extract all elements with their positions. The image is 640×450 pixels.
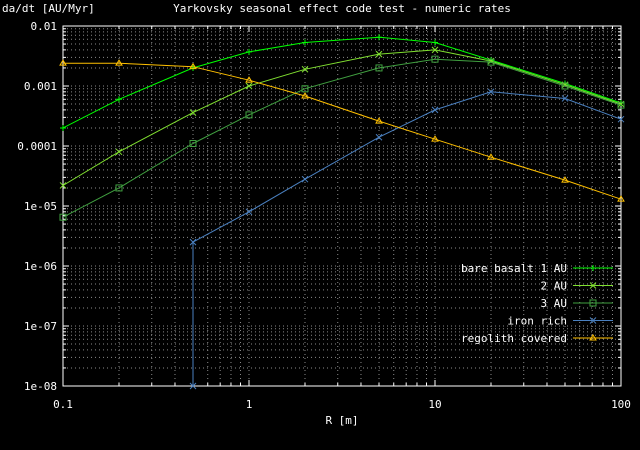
y-tick-label: 0.01 [31, 20, 58, 33]
y-axis-label: da/dt [AU/Myr] [2, 2, 95, 15]
data-point [589, 317, 597, 324]
series-line [62, 58, 622, 218]
data-point [589, 282, 597, 289]
x-tick-label: 1 [246, 398, 253, 411]
data-point [561, 176, 569, 183]
data-point [189, 109, 197, 116]
y-tick-label: 0.001 [24, 80, 57, 93]
y-tick-label: 1e-05 [24, 200, 57, 213]
data-point [115, 148, 123, 156]
data-point [245, 76, 253, 83]
data-point [189, 238, 197, 246]
y-tick-label: 0.0001 [17, 140, 57, 153]
data-point [617, 115, 625, 123]
legend-label: 2 AU [541, 280, 568, 293]
data-point [246, 48, 252, 55]
data-point [590, 265, 596, 271]
data-point [617, 195, 625, 202]
data-point [431, 135, 439, 142]
data-point [561, 82, 569, 90]
grid [62, 26, 621, 387]
data-point [115, 96, 122, 103]
data-point [245, 82, 253, 90]
x-tick-label: 100 [611, 398, 631, 411]
data-point [59, 213, 67, 221]
data-point [487, 58, 495, 66]
data-point [189, 62, 197, 70]
y-tick-label: 1e-06 [24, 260, 57, 273]
data-point [375, 133, 383, 141]
legend-label: iron rich [507, 315, 567, 328]
series [59, 34, 625, 390]
x-tick-label: 0.1 [53, 398, 73, 411]
series-group [60, 34, 624, 131]
series-group [59, 55, 625, 221]
data-point [432, 39, 438, 46]
data-point [245, 111, 253, 119]
data-point [115, 184, 123, 192]
data-point [561, 95, 569, 102]
legend-label: regolith covered [461, 332, 567, 345]
data-point [617, 101, 625, 109]
series-group [189, 88, 625, 390]
data-point [115, 59, 123, 66]
data-point [59, 182, 67, 189]
legend-entry: regolith covered [461, 332, 613, 345]
y-tick-label: 1e-08 [24, 380, 57, 393]
data-point [487, 88, 495, 96]
data-point [301, 175, 309, 183]
data-point [589, 299, 597, 307]
legend-entry: iron rich [507, 315, 613, 328]
y-tick-label: 1e-07 [24, 320, 57, 333]
series-group [59, 59, 625, 202]
data-point [375, 117, 383, 124]
data-point [301, 65, 309, 73]
data-point [589, 334, 597, 341]
legend-label: 3 AU [541, 297, 568, 310]
data-point [431, 55, 439, 63]
data-point [60, 124, 66, 131]
data-point [431, 106, 439, 114]
data-point [431, 46, 439, 54]
x-axis-label: R [m] [325, 414, 358, 427]
data-point [301, 92, 309, 99]
data-point [487, 153, 495, 160]
chart-title: Yarkovsky seasonal effect code test - nu… [173, 2, 511, 15]
series-line [62, 49, 622, 186]
data-point [376, 34, 383, 41]
data-point [375, 50, 383, 58]
legend-label: bare basalt 1 AU [461, 262, 567, 275]
data-point [189, 140, 197, 148]
series-group [59, 46, 625, 189]
legend-entry: 3 AU [541, 297, 613, 310]
data-point [375, 64, 383, 72]
legend-entry: 2 AU [541, 280, 613, 293]
data-point [301, 85, 309, 93]
data-point [189, 382, 197, 390]
data-point [59, 59, 67, 66]
data-point [301, 39, 308, 46]
axis-ticks: 0.1 1 10 100 0.01 0.001 0.0001 1e-05 1e-06 1e-07 1… [17, 20, 631, 411]
data-point [245, 208, 253, 216]
series-line [63, 62, 622, 200]
x-tick-label: 10 [428, 398, 441, 411]
legend: bare basalt 1 AU 2 AU 3 AU iron rich regolit… [461, 262, 613, 345]
legend-entry: bare basalt 1 AU [461, 262, 613, 275]
series-line [62, 36, 622, 129]
